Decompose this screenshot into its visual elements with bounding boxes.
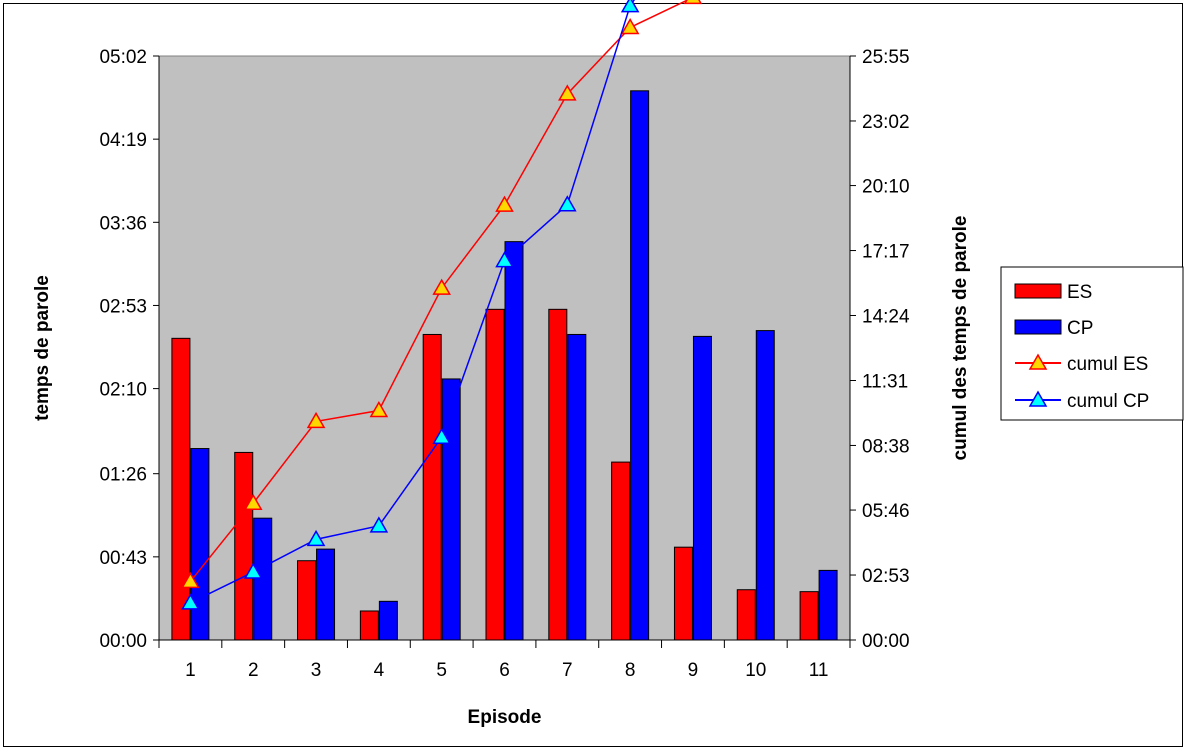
x-tick-label: 7 — [562, 660, 573, 681]
bar-es-5 — [422, 333, 442, 641]
bar-es-7 — [548, 308, 568, 641]
y-tick-label: 04:19 — [99, 130, 147, 151]
bar-series-group — [171, 90, 838, 641]
bar-cp-7 — [567, 333, 587, 641]
bar-es-9 — [673, 546, 693, 641]
y2-tick-label: 00:00 — [862, 631, 910, 652]
y2-tick-label: 17:17 — [862, 242, 910, 263]
y2-tick-label: 05:46 — [862, 501, 910, 522]
x-tick-label: 6 — [499, 660, 510, 681]
y-tick-label: 01:26 — [99, 465, 147, 486]
legend-label-3: cumul CP — [1067, 391, 1149, 412]
bar-es-4 — [359, 610, 379, 641]
legend-swatch-1 — [1014, 319, 1062, 335]
x-tick-label: 8 — [625, 660, 636, 681]
legend-swatch-0 — [1014, 283, 1062, 299]
bar-cp-9 — [692, 335, 712, 641]
cumul-es-point-7 — [558, 84, 577, 101]
legend-marker-3 — [1028, 390, 1048, 407]
cumul-cp-point-5 — [432, 427, 451, 444]
legend-label-1: CP — [1067, 318, 1093, 339]
legend-label-2: cumul ES — [1067, 354, 1148, 375]
cumul-es-point-8 — [620, 17, 640, 35]
y2-tick-label: 08:38 — [862, 436, 910, 457]
bar-es-3 — [297, 560, 317, 641]
x-tick-label: 4 — [374, 660, 385, 681]
legend-marker-2 — [1028, 353, 1048, 370]
y-tick-label: 05:02 — [99, 47, 147, 68]
line-series-group — [181, 0, 703, 610]
cumul-es-point-5 — [432, 278, 451, 295]
cumul-es-point-9 — [683, 0, 703, 5]
cumul-cp-point-6 — [495, 251, 514, 268]
bar-es-8 — [611, 461, 631, 641]
x-tick-label: 3 — [311, 660, 322, 681]
bar-cp-4 — [378, 600, 398, 641]
cumul-cp-point-3 — [306, 529, 326, 547]
x-tick-label: 10 — [745, 660, 766, 681]
x-tick-label: 11 — [809, 660, 829, 681]
y2-tick-label: 02:53 — [862, 566, 910, 587]
y2-tick-label: 20:10 — [862, 177, 910, 198]
bar-cp-8 — [630, 90, 650, 641]
bar-cp-2 — [253, 517, 273, 641]
bar-es-1 — [171, 337, 191, 641]
y2-tick-label: 23:02 — [862, 112, 910, 133]
y-tick-label: 02:10 — [99, 380, 147, 401]
cumul-cp-point-8 — [620, 0, 640, 13]
x-tick-label: 1 — [185, 660, 196, 681]
y2-tick-label: 11:31 — [862, 371, 908, 392]
bar-cp-5 — [441, 378, 461, 641]
y-axis-label: temps de parole — [32, 275, 53, 421]
cumul-cp-point-7 — [558, 195, 577, 212]
cumul-es-point-3 — [306, 411, 326, 429]
cumul-es-point-6 — [495, 195, 514, 212]
bar-cp-1 — [190, 448, 210, 641]
bar-cp-6 — [504, 241, 524, 641]
bar-cp-11 — [818, 569, 838, 641]
y-tick-label: 00:00 — [99, 631, 147, 652]
y2-tick-label: 14:24 — [862, 307, 910, 328]
y2-tick-label: 25:55 — [862, 47, 910, 68]
cumul-es-point-4 — [369, 401, 389, 418]
cumul-cp-point-1 — [181, 593, 200, 610]
bar-es-10 — [736, 589, 756, 641]
bar-es-11 — [799, 591, 819, 641]
x-tick-label: 5 — [436, 660, 447, 681]
bar-cp-3 — [316, 548, 336, 641]
y-tick-label: 02:53 — [99, 296, 147, 317]
y2-axis-label: cumul des temps de parole — [950, 216, 971, 461]
bar-cp-10 — [755, 330, 775, 641]
axes-group: 00:00 00:43 01:26 02:10 02:53 03:36 04:19 05:02… — [99, 47, 910, 681]
y-tick-label: 00:43 — [99, 548, 147, 569]
x-tick-label: 2 — [248, 660, 259, 681]
bar-es-6 — [485, 308, 505, 641]
x-axis-label: Episode — [468, 707, 542, 728]
y-tick-label: 03:36 — [99, 213, 147, 234]
bar-es-2 — [234, 451, 254, 641]
legend: ES CP cumul ES cumul CP — [1000, 266, 1184, 421]
legend-label-0: ES — [1067, 282, 1092, 303]
cumul-cp-point-4 — [369, 516, 389, 533]
cumul-es-point-1 — [181, 571, 200, 589]
cumul-es-point-2 — [243, 493, 263, 511]
cumul-cp-point-2 — [243, 562, 263, 579]
x-tick-label: 9 — [688, 660, 699, 681]
